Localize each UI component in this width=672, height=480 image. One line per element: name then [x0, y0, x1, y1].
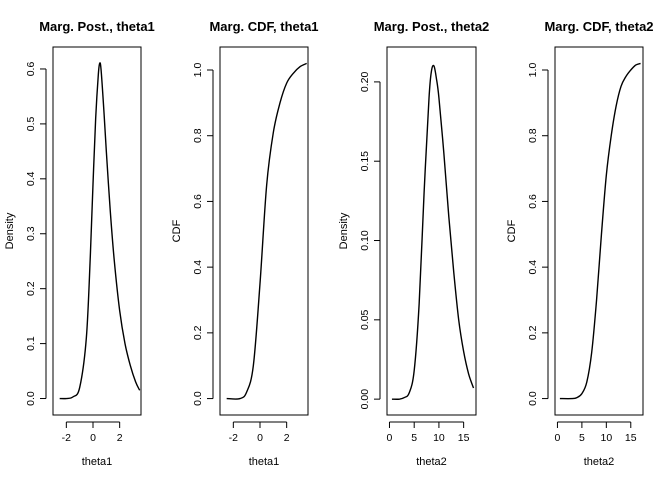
panel-1: Marg. Post., theta1 -2 0 2 theta1 0.0 0.1 0.2 0.… [4, 19, 155, 468]
x-tick-label: 15 [625, 432, 637, 444]
y-tick-label: 0.2 [25, 281, 37, 296]
y-axis-label: Density [338, 212, 350, 249]
panel-4: Marg. CDF, theta2 0 5 10 15 theta2 0.0 0.2 0.4 0.… [506, 19, 654, 468]
y-tick-label: 0.00 [359, 389, 371, 410]
series-line [226, 62, 307, 400]
y-tick-label: 0.5 [25, 116, 37, 131]
chart-title: Marg. CDF, theta2 [544, 19, 653, 34]
x-axis-label: theta1 [82, 456, 113, 468]
x-tick-label: 10 [600, 432, 612, 444]
y-tick-label: 0.1 [25, 336, 37, 351]
y-tick-label: 0.2 [527, 325, 539, 340]
y-axis-label: Density [4, 212, 16, 249]
x-tick-label: 10 [433, 432, 445, 444]
x-axis-label: theta2 [584, 456, 615, 468]
x-tick-label: 2 [284, 432, 290, 444]
y-tick-label: 0.6 [527, 194, 539, 209]
y-tick-label: 0.20 [359, 72, 371, 93]
y-tick-label: 0.0 [527, 391, 539, 406]
y-axis-label: CDF [506, 219, 518, 242]
y-tick-label: 0.0 [192, 391, 204, 406]
series-line [59, 62, 141, 400]
x-tick-label: 15 [458, 432, 470, 444]
y-tick-label: 0.6 [192, 194, 204, 209]
x-tick-label: 0 [90, 432, 96, 444]
x-tick-label: -2 [229, 432, 238, 444]
x-tick-label: 0 [257, 432, 263, 444]
y-tick-label: 0.05 [359, 309, 371, 330]
plot-frame [52, 46, 142, 416]
y-tick-label: 0.0 [25, 391, 37, 406]
y-tick-label: 0.8 [192, 128, 204, 143]
x-tick-label: 5 [579, 432, 585, 444]
y-tick-label: 0.4 [527, 260, 539, 275]
y-tick-label: 0.8 [527, 128, 539, 143]
x-tick-label: 2 [117, 432, 123, 444]
panel-2: Marg. CDF, theta1 -2 0 2 theta1 0.0 0.2 0.4 0.6 0… [171, 19, 319, 468]
y-tick-label: 0.3 [25, 226, 37, 241]
chart-title: Marg. Post., theta2 [374, 19, 490, 34]
x-tick-label: 0 [387, 432, 393, 444]
series-line [391, 64, 475, 400]
x-tick-label: 5 [411, 432, 417, 444]
y-tick-label: 0.15 [359, 151, 371, 172]
y-tick-label: 0.6 [25, 62, 37, 77]
x-axis-label: theta1 [249, 456, 280, 468]
chart-title: Marg. CDF, theta1 [209, 19, 318, 34]
series-line [559, 62, 641, 400]
panel-3: Marg. Post., theta2 0 5 10 15 theta2 0.00 0.05 0… [338, 19, 489, 468]
y-axis-label: CDF [171, 219, 183, 242]
x-tick-label: 0 [555, 432, 561, 444]
plot-frame [386, 46, 477, 416]
y-tick-label: 0.10 [359, 230, 371, 251]
plot-frame [219, 46, 309, 416]
chart-title: Marg. Post., theta1 [39, 19, 155, 34]
x-tick-label: -2 [62, 432, 71, 444]
y-tick-label: 0.2 [192, 325, 204, 340]
x-axis-label: theta2 [416, 456, 447, 468]
y-tick-label: 0.4 [192, 260, 204, 275]
y-tick-label: 1.0 [527, 63, 539, 78]
y-tick-label: 0.4 [25, 171, 37, 186]
plot-frame [554, 46, 644, 416]
y-tick-label: 1.0 [192, 63, 204, 78]
